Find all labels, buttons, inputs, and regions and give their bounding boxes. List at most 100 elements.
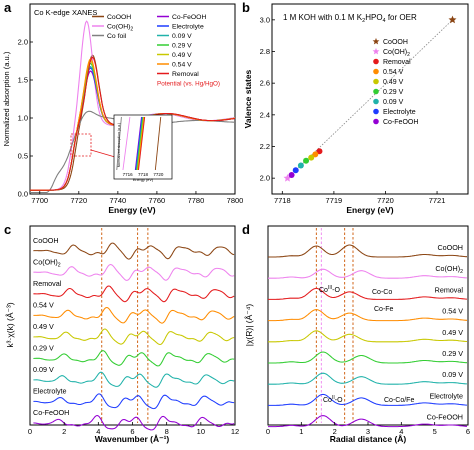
- panel-b-points: [283, 15, 457, 182]
- annot-co3-o-a: Co: [319, 287, 328, 294]
- x-tick-label: 6: [466, 427, 470, 436]
- x-tick-label: 7720: [377, 196, 394, 205]
- series-label-0-29-v: 0.29 V: [33, 344, 54, 353]
- series-label-sub: 2: [460, 269, 463, 275]
- panel-d-ylabel: |χ(R)| (Å⁻⁴): [244, 304, 254, 347]
- series-label-co-feooh: Co-FeOOH: [33, 408, 69, 417]
- annot-co2-o: CoII-O: [323, 395, 343, 404]
- panel-d-series-labels: CoOOH Co(OH)2 Removal 0.54 V 0.49 V 0.29 V 0.0…: [427, 243, 464, 422]
- panel-a-ylabel: Normalized absorption (a.u.): [2, 51, 11, 146]
- panel-a-ticks: 7700 7720 7740 7760 7780 7800 0.0 0.5 1.0 1.5 2.0: [18, 38, 244, 206]
- point-0-29-v: [303, 157, 310, 164]
- annot-co3-o-b: -O: [332, 287, 340, 294]
- x-tick-label: 5: [433, 427, 437, 436]
- legend-label-co-oh-2: Co(OH)2: [383, 49, 410, 58]
- y-tick-label: 2.2: [260, 142, 270, 151]
- panel-b-ylabel: Valence states: [243, 69, 253, 128]
- series-label-removal: Removal: [33, 279, 62, 288]
- series-label-0-09-v: 0.09 V: [442, 370, 463, 379]
- legend-label-0-09-v: 0.09 V: [383, 99, 404, 106]
- zoom-arrow: [90, 149, 116, 158]
- legend-label-coooh: CoOOH: [107, 14, 131, 21]
- series-label-co-feooh: Co-FeOOH: [427, 413, 463, 422]
- legend-label-potential: Potential (vs. Hg/HgO): [157, 81, 220, 88]
- x-tick-label: 3: [366, 427, 370, 436]
- x-tick-label: 10: [197, 427, 205, 436]
- legend-label-0-54-v: 0.54 V: [172, 62, 192, 69]
- exafs-k-curve-0-09-v: [33, 371, 235, 388]
- panel-b-frame: [271, 3, 469, 195]
- series-label-co-oh-2: Co(OH)2: [33, 258, 61, 269]
- panel-b-title: 1 M KOH with 0.1 M K2HPO4 for OER: [283, 13, 417, 24]
- panel-c-curves: [33, 242, 235, 431]
- legend-label-0-09-v: 0.09 V: [172, 33, 192, 40]
- x-tick-label: 2: [333, 427, 337, 436]
- point-0-54-v: [312, 151, 319, 158]
- panel-letter-b: b: [242, 0, 250, 15]
- y-tick-label: 2.0: [260, 174, 270, 183]
- y-tick-label: 2.4: [260, 110, 270, 119]
- panel-c-series-labels: CoOOH Co(OH)2 Removal 0.54 V 0.49 V 0.29 V 0.0…: [33, 236, 69, 417]
- x-tick-label: 7800: [227, 196, 244, 205]
- annot-co-co: Co-Co: [372, 289, 392, 296]
- x-tick-label: 8: [165, 427, 169, 436]
- series-label-sub: 2: [58, 263, 61, 269]
- inset-ylabel: Normalized absorption (a.u.): [117, 123, 121, 167]
- point-coooh: [448, 15, 457, 24]
- legend-label-co-feooh: Co-FeOOH: [383, 119, 418, 126]
- inset-line-co-oh-2: [122, 116, 131, 171]
- legend-marker-co-oh-2: [372, 47, 380, 55]
- series-label-0-29-v: 0.29 V: [442, 349, 463, 358]
- series-label-0-54-v: 0.54 V: [442, 307, 463, 316]
- panel-letter-d: d: [242, 222, 250, 237]
- inset-line-0-54-v: [137, 116, 145, 171]
- annot-co-co-fe: Co-Co/Fe: [384, 397, 414, 404]
- panel-a-legend: CoOOH Co(OH)2Co foil Co-FeOOH Electrolyte 0.…: [92, 14, 220, 88]
- inset-tick-label: 7716: [123, 172, 134, 177]
- inset-tick-label: 7718: [138, 172, 149, 177]
- legend-label-removal: Removal: [172, 71, 199, 78]
- panel-d-curves: [268, 244, 467, 428]
- legend-marker-electrolyte: [373, 108, 379, 115]
- inset-line-0-29-v: [136, 116, 144, 171]
- y-tick-label: 2.0: [18, 38, 28, 47]
- exafs-r-curve-0-09-v: [268, 372, 467, 385]
- point-removal: [316, 148, 323, 155]
- inset-line-co-feooh: [134, 116, 142, 171]
- legend-label-co-oh-2: Co(OH)2: [107, 24, 133, 33]
- exafs-k-curve-co-oh-2: [33, 263, 235, 281]
- legend-label-sub: 2: [130, 27, 133, 33]
- panel-b-title-part-b: HPO: [365, 13, 382, 22]
- exafs-k-curve-0-54-v: [33, 306, 235, 324]
- series-label-electrolyte: Electrolyte: [429, 391, 463, 400]
- x-tick-label: 7719: [326, 196, 343, 205]
- x-tick-label: 2: [62, 427, 66, 436]
- legend-marker-0-54-v: [373, 68, 379, 75]
- point-0-49-v: [308, 154, 315, 161]
- legend-label-electrolyte: Electrolyte: [172, 24, 204, 31]
- panel-b-fit-line: [287, 19, 453, 179]
- exafs-k-curve-electrolyte: [33, 393, 235, 410]
- panel-c-ylabel: k³·χ(k) (Å⁻³): [5, 302, 15, 347]
- exafs-r-curve-0-54-v: [268, 309, 467, 322]
- point-co-feooh: [288, 172, 295, 178]
- exafs-k-curve-coooh: [33, 242, 235, 260]
- x-tick-label: 1: [299, 427, 303, 436]
- series-label-0-49-v: 0.49 V: [442, 328, 463, 337]
- inset-line-coooh: [154, 116, 162, 171]
- exafs-k-curve-0-49-v: [33, 328, 235, 346]
- legend-marker-co-feooh: [373, 118, 379, 125]
- panel-b-title-sub-4: 4: [383, 18, 386, 24]
- legend-label-0-49-v: 0.49 V: [383, 79, 404, 86]
- legend-label-part: Co(OH): [383, 49, 407, 56]
- x-tick-label: 6: [130, 427, 134, 436]
- panel-a: Co K-edge XANES 7700 7720 7740 7760 7780 7800…: [2, 3, 244, 215]
- annot-co2-o-sup: II: [332, 395, 335, 401]
- legend-marker-0-29-v: [373, 88, 379, 95]
- annot-co3-o-sup: III: [328, 285, 332, 291]
- panel-b-title-sub-2: 2: [362, 18, 365, 24]
